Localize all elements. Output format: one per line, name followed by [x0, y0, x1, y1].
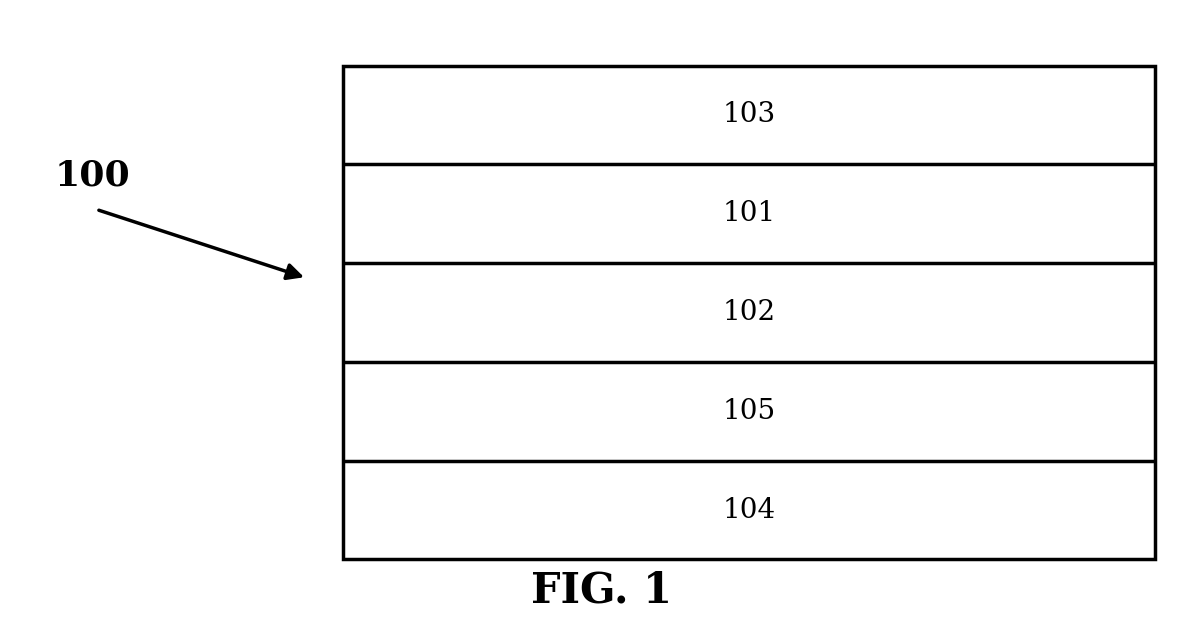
Bar	[343, 461, 1155, 559]
Text: FIG. 1: FIG. 1	[531, 569, 672, 612]
Bar	[343, 362, 1155, 461]
Bar	[343, 263, 1155, 362]
Text: 100: 100	[54, 158, 130, 192]
Text: 102: 102	[722, 299, 776, 326]
Bar	[343, 164, 1155, 263]
Text: 105: 105	[722, 398, 776, 425]
Text: 101: 101	[722, 200, 776, 228]
Bar	[343, 66, 1155, 559]
Bar	[343, 66, 1155, 164]
Text: 103: 103	[722, 101, 776, 129]
Text: 104: 104	[722, 496, 776, 524]
